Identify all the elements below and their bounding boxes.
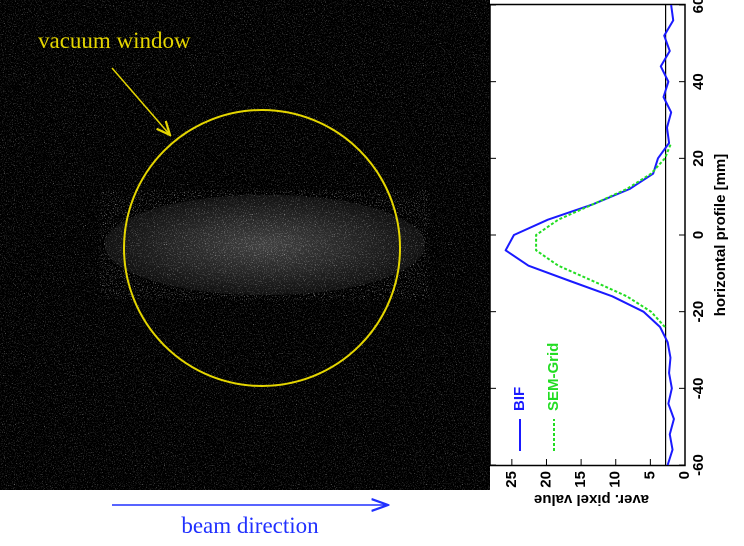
beam-noise xyxy=(100,190,430,300)
y-tick-label: 25 xyxy=(503,471,520,488)
legend: BIF SEM-Grid xyxy=(511,343,562,451)
x-axis-label: horizontal profile [mm] xyxy=(712,154,729,317)
data-line xyxy=(535,142,673,328)
annotation: vacuum window xyxy=(38,28,191,53)
caption-group: beam direction xyxy=(112,505,388,538)
vacuum-window-circle xyxy=(123,109,401,387)
x-tick-label: 0 xyxy=(690,231,707,239)
y-tick-label: 0 xyxy=(676,471,693,479)
x-tick-label: -20 xyxy=(690,301,707,323)
x-tick-label: 60 xyxy=(690,0,707,13)
x-tick-label: -60 xyxy=(690,454,707,476)
caption: beam direction xyxy=(181,513,319,538)
y-tick-label: 20 xyxy=(537,471,554,488)
y-axis-label: aver. pixel value xyxy=(534,491,649,508)
x-tick-label: 20 xyxy=(690,150,707,167)
y-tick-label: 15 xyxy=(572,471,589,488)
y-tick-label: 10 xyxy=(607,471,624,488)
legend-label: BIF xyxy=(511,387,528,411)
legend-label: SEM-Grid xyxy=(545,343,562,411)
camera-image: vacuum window xyxy=(0,0,490,490)
annotation-arrow xyxy=(111,67,170,135)
x-tick-label: 40 xyxy=(690,73,707,90)
profile-chart: -60 -40 -20 0 20 40 60 0 5 10 15 20 25 horizontal pro… xyxy=(489,0,729,508)
data-line xyxy=(504,4,675,466)
y-tick-label: 5 xyxy=(641,471,658,479)
x-tick-label: -40 xyxy=(690,377,707,399)
